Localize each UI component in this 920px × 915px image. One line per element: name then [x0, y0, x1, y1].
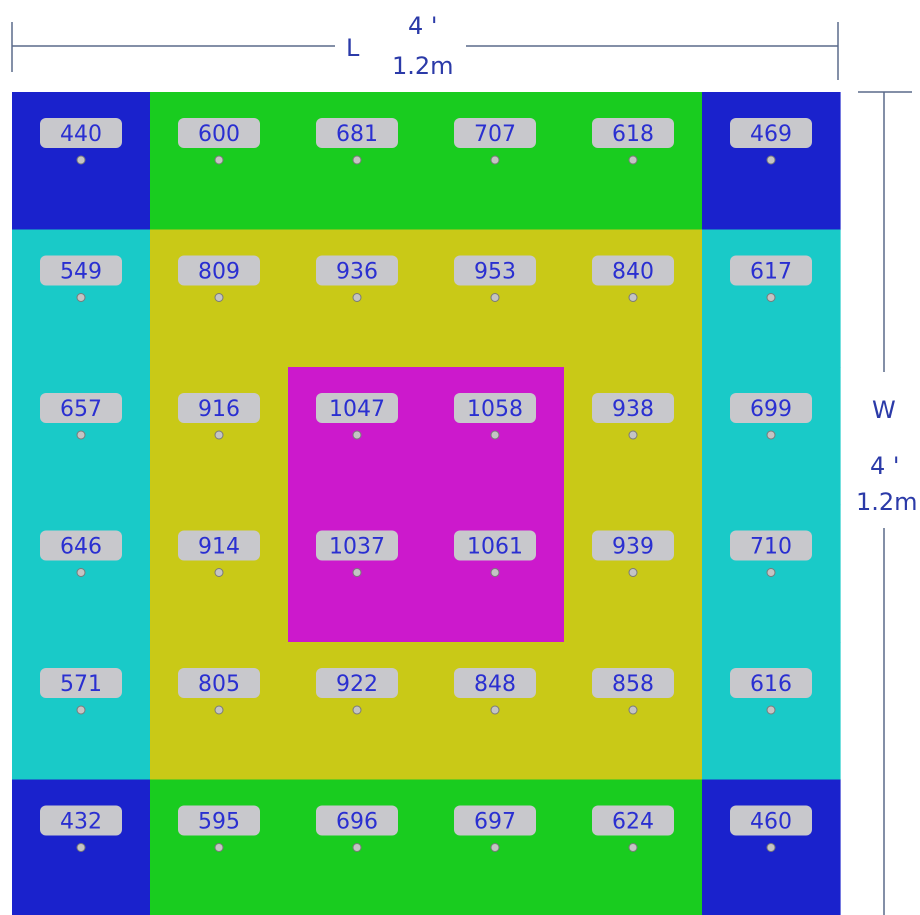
sensor-dot — [767, 431, 775, 439]
ppfd-value: 469 — [750, 122, 792, 147]
sensor-dot — [629, 844, 637, 852]
sensor-dot — [353, 844, 361, 852]
sensor-dot — [767, 706, 775, 714]
ppfd-value: 710 — [750, 535, 792, 560]
ppfd-value: 699 — [750, 397, 792, 422]
ppfd-value: 848 — [474, 672, 516, 697]
sensor-dot — [767, 156, 775, 164]
ppfd-value: 953 — [474, 260, 516, 285]
length-meters-label: 1.2m — [392, 52, 454, 80]
width-feet-label: 4 ' — [870, 452, 900, 480]
ppfd-value: 697 — [474, 810, 516, 835]
sensor-dot — [77, 431, 85, 439]
length-dimension: L 4 ' 1.2m — [12, 12, 838, 80]
sensor-dot — [77, 569, 85, 577]
sensor-dot — [629, 156, 637, 164]
ppfd-value: 646 — [60, 535, 102, 560]
width-dimension: W 4 ' 1.2m — [856, 92, 918, 915]
length-feet-label: 4 ' — [408, 12, 438, 40]
sensor-dot — [491, 294, 499, 302]
ppfd-value: 657 — [60, 397, 102, 422]
ppfd-value: 1061 — [467, 535, 523, 560]
sensor-dot — [77, 706, 85, 714]
ppfd-value: 432 — [60, 810, 102, 835]
ppfd-value: 1047 — [329, 397, 385, 422]
sensor-dot — [215, 706, 223, 714]
ppfd-value: 938 — [612, 397, 654, 422]
sensor-dot — [215, 294, 223, 302]
ppfd-value: 440 — [60, 122, 102, 147]
ppfd-value: 600 — [198, 122, 240, 147]
ppfd-value: 916 — [198, 397, 240, 422]
ppfd-value: 549 — [60, 260, 102, 285]
ppfd-value: 922 — [336, 672, 378, 697]
sensor-dot — [353, 431, 361, 439]
sensor-dot — [629, 431, 637, 439]
sensor-dot — [353, 156, 361, 164]
ppfd-value: 809 — [198, 260, 240, 285]
sensor-dot — [491, 431, 499, 439]
ppfd-value: 936 — [336, 260, 378, 285]
sensor-dot — [215, 569, 223, 577]
ppfd-value: 840 — [612, 260, 654, 285]
sensor-dot — [491, 569, 499, 577]
ppfd-value: 460 — [750, 810, 792, 835]
zone-cells — [12, 92, 841, 915]
ppfd-value: 681 — [336, 122, 378, 147]
sensor-dot — [77, 156, 85, 164]
sensor-dot — [491, 156, 499, 164]
sensor-dot — [77, 844, 85, 852]
sensor-dot — [353, 569, 361, 577]
ppfd-value: 617 — [750, 260, 792, 285]
sensor-dot — [215, 844, 223, 852]
length-axis-label: L — [346, 34, 360, 62]
sensor-dot — [353, 294, 361, 302]
sensor-dot — [353, 706, 361, 714]
width-meters-label: 1.2m — [856, 488, 918, 516]
sensor-dot — [629, 294, 637, 302]
sensor-dot — [491, 844, 499, 852]
ppfd-value: 696 — [336, 810, 378, 835]
sensor-dot — [629, 569, 637, 577]
sensor-dot — [77, 294, 85, 302]
width-axis-label: W — [872, 396, 896, 424]
ppfd-value: 707 — [474, 122, 516, 147]
sensor-dot — [767, 569, 775, 577]
sensor-dot — [215, 156, 223, 164]
sensor-dot — [491, 706, 499, 714]
sensor-dot — [767, 294, 775, 302]
ppfd-value: 1058 — [467, 397, 523, 422]
sensor-dot — [629, 706, 637, 714]
ppfd-value: 595 — [198, 810, 240, 835]
ppfd-value: 1037 — [329, 535, 385, 560]
ppfd-value: 914 — [198, 535, 240, 560]
sensor-dot — [215, 431, 223, 439]
ppfd-value: 616 — [750, 672, 792, 697]
sensor-dot — [767, 844, 775, 852]
ppfd-value: 858 — [612, 672, 654, 697]
ppfd-value: 571 — [60, 672, 102, 697]
ppfd-value: 618 — [612, 122, 654, 147]
ppfd-value: 624 — [612, 810, 654, 835]
ppfd-value: 805 — [198, 672, 240, 697]
ppfd-value: 939 — [612, 535, 654, 560]
